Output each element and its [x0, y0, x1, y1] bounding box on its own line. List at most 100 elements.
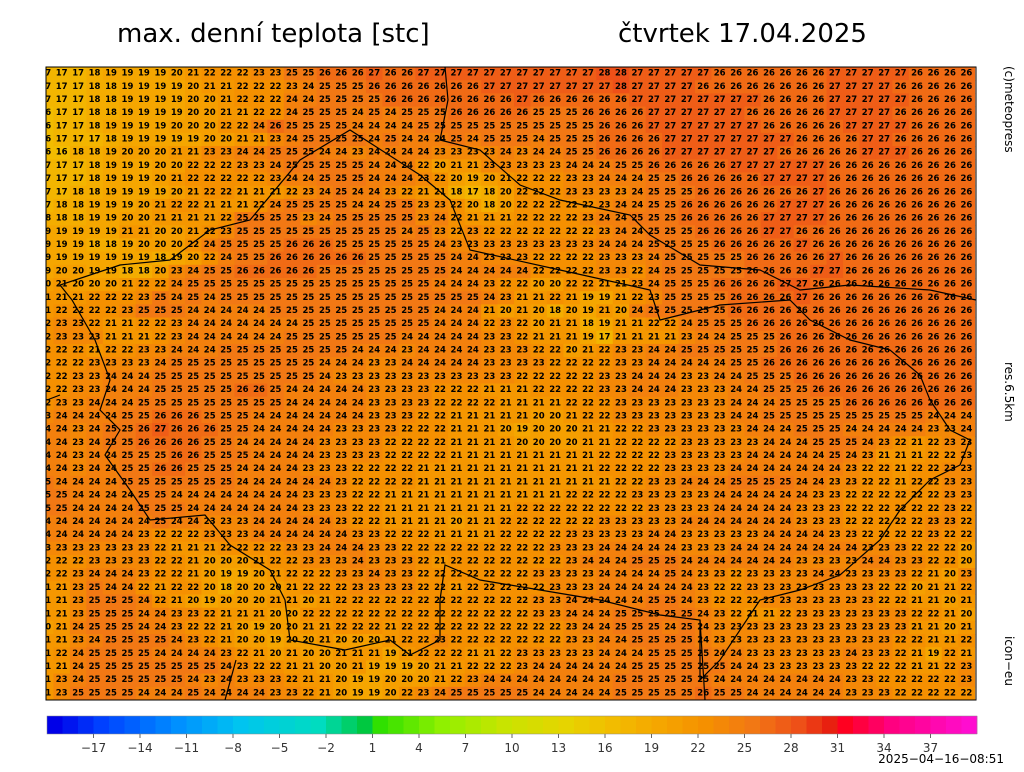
temp-label: 27	[697, 148, 709, 158]
temp-label: 26	[796, 253, 808, 263]
temp-label: 23	[845, 570, 857, 580]
temp-label: 27	[796, 200, 808, 210]
temp-label: 26	[895, 214, 907, 224]
temp-label: 25	[303, 346, 315, 356]
temp-label: 19	[138, 121, 150, 131]
temp-cell	[760, 67, 778, 81]
temp-label: 22	[253, 95, 265, 105]
temp-label: 23	[335, 477, 347, 487]
temp-label: 24	[401, 174, 413, 184]
temp-label: 23	[566, 570, 578, 580]
temp-label: 26	[944, 82, 956, 92]
temp-label: 26	[944, 121, 956, 131]
temp-label: 27	[747, 95, 759, 105]
temp-label: 18	[220, 583, 232, 593]
temp-cell	[892, 67, 910, 81]
temp-label: 23	[105, 543, 117, 553]
temp-label: 24	[599, 240, 611, 250]
temp-label: 23	[599, 372, 611, 382]
temp-label: 26	[418, 82, 430, 92]
temp-label: 24	[56, 438, 68, 448]
temp-label: 23	[961, 491, 973, 501]
temp-label: 27	[796, 174, 808, 184]
temp-label: 23	[862, 451, 874, 461]
temp-label: 24	[303, 411, 315, 421]
temp-label: 26	[928, 108, 940, 118]
temp-label: 21	[500, 411, 512, 421]
temp-label: 24	[763, 438, 775, 448]
temp-label: 27	[451, 69, 463, 79]
temp-label: 25	[154, 306, 166, 316]
temp-label: 24	[533, 148, 545, 158]
temp-label: 27	[878, 135, 890, 145]
temp-cell	[579, 67, 597, 81]
temp-label: 19	[72, 253, 84, 263]
temp-label: 24	[89, 451, 101, 461]
temp-label: 23	[681, 372, 693, 382]
temp-label: 23	[829, 517, 841, 527]
temp-label: 26	[845, 135, 857, 145]
temp-label: 24	[56, 451, 68, 461]
temp-label: 23	[664, 411, 676, 421]
temp-label: 22	[566, 517, 578, 527]
temp-label: 23	[286, 543, 298, 553]
temp-label: 26	[895, 135, 907, 145]
temp-label: 23	[632, 517, 644, 527]
temp-label: 20	[253, 570, 265, 580]
temp-cell	[415, 80, 433, 94]
temp-label: 26	[812, 385, 824, 395]
temp-label: 25	[204, 398, 216, 408]
temp-label: 22	[401, 543, 413, 553]
temp-label: 27	[648, 108, 660, 118]
temp-label: 26	[862, 332, 874, 342]
temp-label: 23	[961, 477, 973, 487]
temp-label: 23	[878, 543, 890, 553]
temp-label: 24	[401, 332, 413, 342]
temp-label: 23	[697, 504, 709, 514]
temp-label: 23	[829, 477, 841, 487]
temp-label: 25	[253, 372, 265, 382]
temp-label: 26	[599, 148, 611, 158]
temp-label: 27	[714, 95, 726, 105]
temp-label: 26	[845, 187, 857, 197]
temp-label: 26	[895, 398, 907, 408]
temp-label: 21	[533, 477, 545, 487]
temp-label: 25	[138, 464, 150, 474]
temp-label: 24	[270, 451, 282, 461]
grid: 17 17 17 18 19 19 19 19 20 21 22 22 22 23 23 25 25 26 26 26…	[46, 67, 976, 700]
temp-label: 24	[533, 135, 545, 145]
temp-label: 25	[385, 135, 397, 145]
temp-cell	[875, 67, 893, 81]
temp-label: 22	[944, 451, 956, 461]
temp-label: 26	[632, 148, 644, 158]
temp-label: 24	[56, 425, 68, 435]
temp-label: 26	[878, 280, 890, 290]
temp-label: 26	[961, 82, 973, 92]
temp-label: 22	[434, 543, 446, 553]
temp-label: 24	[500, 148, 512, 158]
temp-cell	[316, 80, 334, 94]
temp-label: 26	[928, 346, 940, 356]
temp-label: 26	[812, 95, 824, 105]
temp-label: 20	[944, 570, 956, 580]
temp-label: 22	[566, 385, 578, 395]
temp-label: 26	[714, 227, 726, 237]
temp-label: 21	[483, 464, 495, 474]
temp-label: 22	[89, 319, 101, 329]
temp-label: 18	[89, 82, 101, 92]
temp-cell	[152, 67, 170, 81]
temp-label: 23	[566, 187, 578, 197]
temp-label: 23	[862, 543, 874, 553]
temp-label: 23	[368, 557, 380, 567]
temp-label: 24	[796, 477, 808, 487]
temp-label: 23	[368, 425, 380, 435]
temp-label: 26	[961, 346, 973, 356]
temp-label: 21	[418, 491, 430, 501]
temp-label: 24	[270, 464, 282, 474]
temp-label: 22	[253, 543, 265, 553]
temp-cell	[316, 106, 334, 121]
temp-label: 25	[648, 240, 660, 250]
temp-label: 22	[582, 491, 594, 501]
temp-label: 23	[401, 557, 413, 567]
temp-label: 17	[56, 95, 68, 105]
